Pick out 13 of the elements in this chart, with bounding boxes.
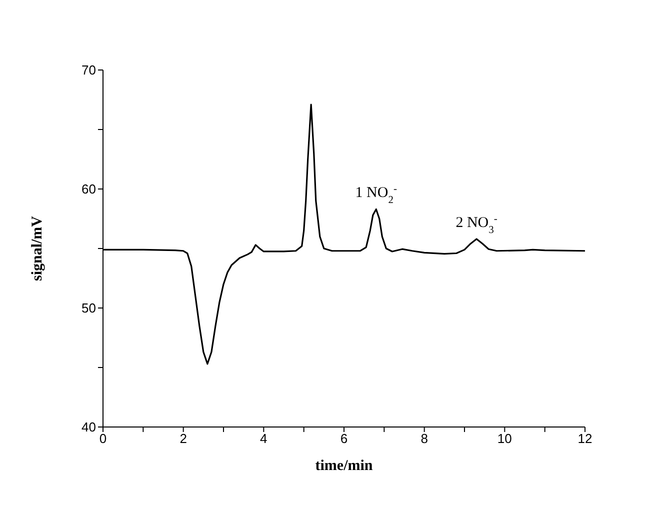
x-tick-label: 2: [180, 431, 187, 446]
x-tick-label: 0: [99, 431, 107, 446]
x-tick-label: 8: [420, 431, 428, 446]
x-axis-title: time/min: [315, 458, 374, 474]
x-tick-label: 10: [497, 431, 512, 446]
y-tick-label: 60: [82, 182, 96, 197]
y-tick-label: 40: [82, 420, 96, 435]
y-axis-title: signal/mV: [29, 216, 46, 282]
x-tick-label: 6: [340, 431, 348, 446]
x-tick-label: 12: [578, 431, 592, 446]
y-tick-label: 50: [82, 300, 96, 316]
x-tick-label: 4: [260, 431, 268, 446]
y-tick-label: 70: [82, 62, 96, 78]
